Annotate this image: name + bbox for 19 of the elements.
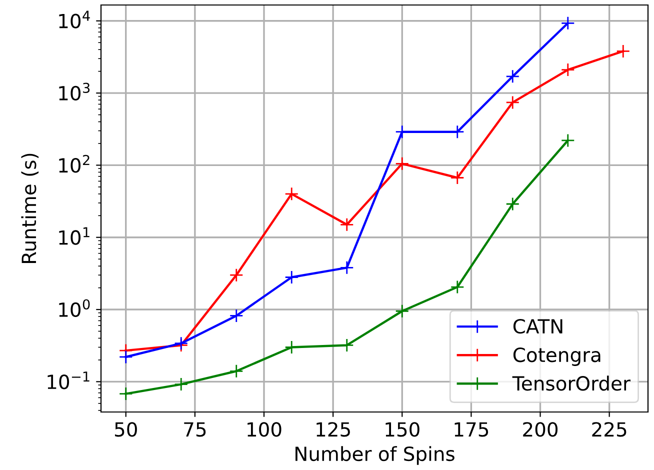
x-tick-label: 200 xyxy=(523,422,558,437)
legend-label: TensorOrder xyxy=(512,376,630,391)
y-tick-label: 10$^{−1}$ xyxy=(48,372,90,390)
x-tick-label: 50 xyxy=(114,422,137,437)
legend-label: Cotengra xyxy=(513,347,600,366)
legend-label: CATN xyxy=(513,318,562,334)
y-tick-label: 10$^{1}$ xyxy=(59,227,90,245)
x-tick-label: 175 xyxy=(454,422,488,437)
y-tick-label: 10$^{0}$ xyxy=(59,299,90,318)
y-tick-label: 10$^{4}$ xyxy=(59,10,90,28)
y-axis-title: Runtime (s) xyxy=(21,154,39,263)
x-tick-label: 225 xyxy=(592,422,626,437)
x-axis-title: Number of Spins xyxy=(296,446,454,465)
x-tick-label: 100 xyxy=(248,422,282,437)
y-tick-label: 10$^{3}$ xyxy=(59,82,90,101)
y-tick-label: 10$^{2}$ xyxy=(59,154,90,173)
x-tick-label: 150 xyxy=(386,422,420,437)
x-tick-label: 125 xyxy=(316,422,350,437)
x-tick-label: 75 xyxy=(184,422,206,437)
